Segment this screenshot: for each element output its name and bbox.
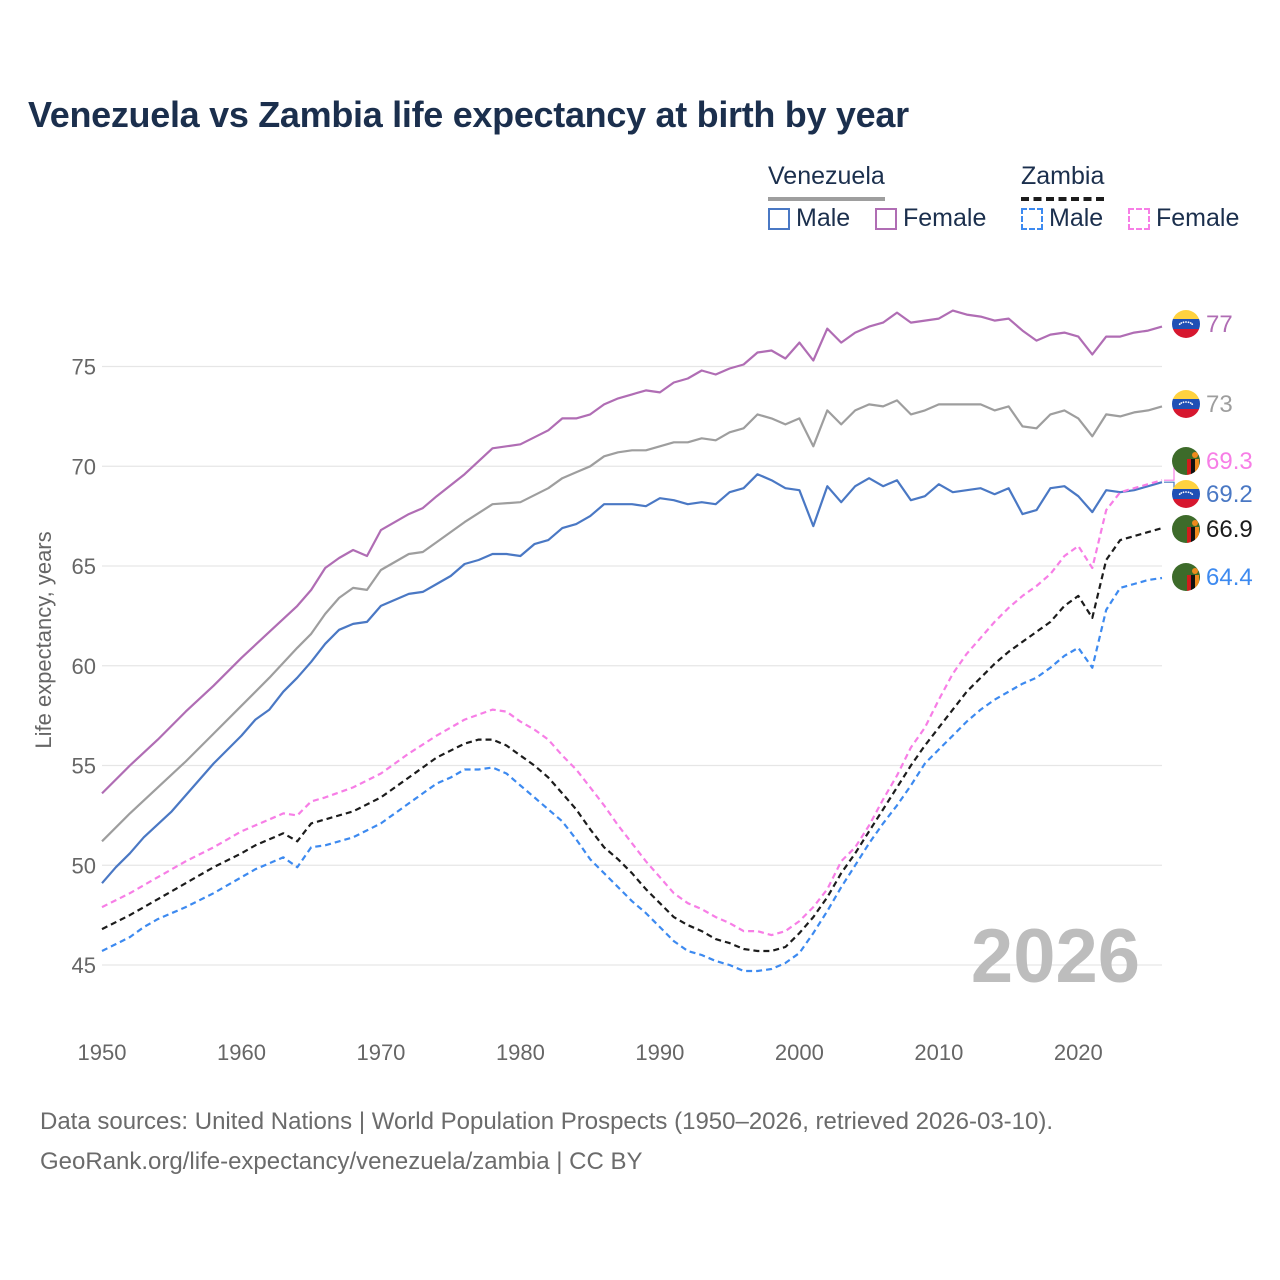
- x-tick-label: 1990: [635, 1040, 684, 1065]
- legend-label-zambia-male: Male: [1049, 204, 1104, 232]
- footer-credit: GeoRank.org/life-expectancy/venezuela/za…: [40, 1148, 643, 1175]
- end-label-zambia_total: 66.9: [1206, 516, 1253, 543]
- y-axis: 45 50 55 60 65 70 75: [72, 355, 96, 979]
- year-watermark: 2026: [971, 914, 1140, 999]
- legend-label-venezuela-male: Male: [796, 204, 851, 232]
- legend-swatch-venezuela-female: [875, 207, 897, 230]
- legend-zambia-female[interactable]: Female: [1128, 204, 1239, 233]
- x-axis: 1950 1960 1970 1980 1990 2000 2010 2020: [78, 1040, 1103, 1065]
- y-axis-label: Life expectancy, years: [31, 531, 56, 748]
- series-line-zambia_male: [101, 576, 1163, 973]
- label-connectors: [1164, 460, 1175, 495]
- series-line-venezuela_total: [101, 399, 1163, 843]
- end-label-venezuela_male: 69.2: [1206, 481, 1253, 508]
- y-tick-label: 45: [72, 953, 96, 978]
- x-tick-label: 2000: [775, 1040, 824, 1065]
- legend-venezuela-male[interactable]: Male: [768, 204, 850, 233]
- end-label-zambia_male: 64.4: [1206, 564, 1253, 591]
- legend-swatch-venezuela-male: [768, 207, 790, 230]
- zambia-flag-icon: [1172, 563, 1200, 591]
- y-tick-label: 75: [72, 355, 96, 380]
- series-line-zambia_total: [101, 527, 1163, 953]
- legend-label-venezuela-female: Female: [903, 204, 987, 232]
- x-tick-label: 1970: [356, 1040, 405, 1065]
- footer-sources: Data sources: United Nations | World Pop…: [40, 1108, 1054, 1135]
- x-tick-label: 2010: [914, 1040, 963, 1065]
- venezuela-flag-icon: [1172, 310, 1200, 338]
- y-tick-label: 50: [72, 853, 96, 878]
- end-label-venezuela_female: 77: [1206, 311, 1233, 338]
- legend-zambia-title: Zambia: [1021, 162, 1105, 201]
- x-tick-label: 2020: [1054, 1040, 1103, 1065]
- legend-venezuela-title: Venezuela: [768, 162, 885, 201]
- venezuela-flag-icon: [1172, 390, 1200, 418]
- chart-title: Venezuela vs Zambia life expectancy at b…: [28, 94, 909, 135]
- venezuela-flag-icon: [1172, 480, 1200, 508]
- y-tick-label: 60: [72, 654, 96, 679]
- grid-lines: [102, 365, 1162, 966]
- x-tick-label: 1960: [217, 1040, 266, 1065]
- legend-swatch-zambia-male: [1021, 207, 1043, 230]
- end-labels: 77 73 69.2 69.3 66.9 64.4: [1206, 311, 1253, 591]
- end-flags: [1172, 310, 1200, 591]
- x-tick-label: 1980: [496, 1040, 545, 1065]
- y-tick-label: 70: [72, 454, 96, 479]
- legend-swatch-zambia-female: [1128, 207, 1150, 230]
- zambia-flag-icon: [1172, 447, 1200, 475]
- series-line-zambia_female: [101, 479, 1163, 937]
- x-tick-label: 1950: [78, 1040, 127, 1065]
- legend-label-zambia-female: Female: [1156, 204, 1240, 232]
- series-line-venezuela_male: [101, 473, 1163, 884]
- y-tick-label: 65: [72, 554, 96, 579]
- y-tick-label: 55: [72, 754, 96, 779]
- series-line-venezuela_female: [101, 309, 1163, 795]
- zambia-flag-icon: [1172, 515, 1200, 543]
- legend-venezuela-female[interactable]: Female: [875, 204, 986, 233]
- end-label-venezuela_total: 73: [1206, 391, 1233, 418]
- legend-zambia-male[interactable]: Male: [1021, 204, 1103, 233]
- end-label-zambia_female: 69.3: [1206, 448, 1253, 475]
- series-lines: [101, 309, 1163, 973]
